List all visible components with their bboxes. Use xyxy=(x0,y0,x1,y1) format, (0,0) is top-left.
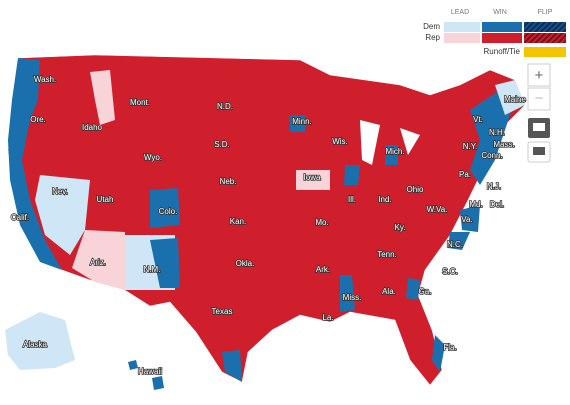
state-labels: Wash. Ore. Idaho Mont. N.D. Minn. Wis. Mich. S.D… xyxy=(10,74,527,377)
state-label: Vt. xyxy=(473,115,483,124)
dem-west-coast xyxy=(8,58,62,270)
state-label: Mont. xyxy=(130,98,150,107)
dem-illinois xyxy=(344,165,360,185)
state-label: S.C. xyxy=(442,267,458,276)
swatch xyxy=(482,33,522,43)
state-label: Mass. xyxy=(493,140,514,149)
state-label: Ohio xyxy=(407,185,424,194)
alaska xyxy=(5,312,75,370)
state-label: Nev. xyxy=(52,187,68,196)
dem-nc xyxy=(448,232,470,250)
dem-miss xyxy=(340,275,355,312)
dem-ga xyxy=(406,278,420,300)
us-icon xyxy=(533,123,545,131)
lake xyxy=(360,120,380,165)
legend-label: Runoff/Tie xyxy=(484,47,521,56)
state-label: Miss. xyxy=(343,293,362,302)
state-label: Maine xyxy=(504,95,526,104)
swatch xyxy=(444,22,480,32)
state-label: Va. xyxy=(461,215,472,224)
zoom-out[interactable]: − xyxy=(535,90,544,107)
state-label: Tenn. xyxy=(377,250,397,259)
map-shapes xyxy=(5,54,526,390)
swatch xyxy=(524,47,566,57)
legend-header: LEAD xyxy=(451,9,469,16)
state-label: Texas xyxy=(212,307,233,316)
dem-virginia xyxy=(460,205,480,232)
legend-label: Dem xyxy=(423,22,440,31)
rep-lead-arizona xyxy=(72,230,125,290)
dem-northeast xyxy=(470,90,515,185)
legend-header: WIN xyxy=(493,9,507,16)
zoom-out-button[interactable] xyxy=(527,87,551,111)
state-label: Calif. xyxy=(11,213,29,222)
state-label: N.Y. xyxy=(463,142,478,151)
state-label: Mo. xyxy=(315,218,328,227)
legend-header: FLIP xyxy=(538,9,553,16)
state-label: Pa. xyxy=(459,170,471,179)
lake xyxy=(400,128,420,155)
zoom-in-button[interactable] xyxy=(527,63,551,87)
dem-win-newmexico xyxy=(150,238,180,288)
state-label: Ky. xyxy=(395,223,406,232)
hawaii xyxy=(152,376,164,390)
state-label: Mich. xyxy=(385,147,404,156)
dem-fla xyxy=(432,335,445,372)
state-label: N.D. xyxy=(217,102,233,111)
state-label: La. xyxy=(322,313,333,322)
dem-colorado xyxy=(150,188,180,228)
state-label: Ore. xyxy=(30,115,46,124)
dem-minn xyxy=(290,115,305,132)
swatch xyxy=(482,22,522,32)
state-label: N.C. xyxy=(447,240,463,249)
state-label: W.Va. xyxy=(427,205,448,214)
zoom-in[interactable]: + xyxy=(535,67,544,84)
state-label: Wash. xyxy=(34,75,56,84)
state-label: Kan. xyxy=(230,217,246,226)
state-label: Minn. xyxy=(292,117,312,126)
state-label: Neb. xyxy=(220,177,237,186)
state-label: Ariz. xyxy=(90,258,106,267)
district-icon xyxy=(533,147,545,155)
state-label: Ga. xyxy=(419,287,432,296)
state-label: Fla. xyxy=(443,343,456,352)
state-label: Iowa xyxy=(304,173,321,182)
state-label: Idaho xyxy=(82,123,103,132)
swatch xyxy=(444,33,480,43)
legend: LEAD WIN FLIP Dem Rep Runoff/Tie xyxy=(423,9,566,57)
state-label: Ill. xyxy=(348,195,356,204)
dem-michigan xyxy=(385,145,398,165)
state-label: Okla. xyxy=(236,259,255,268)
legend-label: Rep xyxy=(425,33,440,42)
state-label: Colo. xyxy=(159,207,178,216)
state-label: Alaska xyxy=(23,340,48,349)
hawaii xyxy=(128,360,138,370)
state-label: S.D. xyxy=(214,140,230,149)
dem-lead-maine xyxy=(495,80,525,115)
rep-lead-iowa xyxy=(296,170,330,190)
state-label: Del. xyxy=(490,200,504,209)
state-label: Ind. xyxy=(378,195,391,204)
state-label: Ala. xyxy=(382,287,396,296)
state-label: Conn. xyxy=(481,151,502,160)
state-label: Wyo. xyxy=(144,153,162,162)
state-label: Utah xyxy=(97,195,114,204)
rep-lead-idaho xyxy=(90,70,115,125)
state-label: Ark. xyxy=(316,265,330,274)
swatch xyxy=(524,33,566,43)
swatch xyxy=(524,22,566,32)
zoom-controls: + − xyxy=(527,63,551,163)
dem-lead-nevada xyxy=(35,175,90,255)
dem-texas xyxy=(222,350,242,382)
state-label: N.H. xyxy=(489,128,505,137)
state-label: Wis. xyxy=(332,137,348,146)
state-label: N.J. xyxy=(487,182,501,191)
state-label: Hawaii xyxy=(138,367,162,376)
state-label: N.M. xyxy=(144,265,161,274)
state-label: Md. xyxy=(469,200,482,209)
